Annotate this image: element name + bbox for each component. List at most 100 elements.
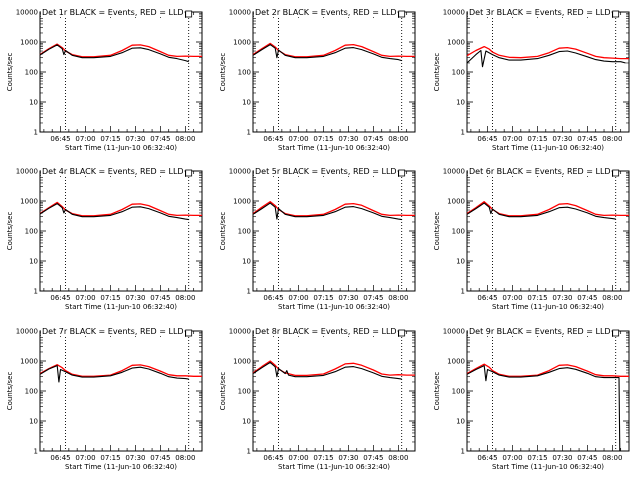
y-tick-label: 10000 bbox=[229, 328, 251, 336]
series-line-lld bbox=[39, 364, 202, 377]
x-tick-label: 06:45 bbox=[477, 135, 497, 143]
chart-title-background bbox=[468, 167, 612, 176]
y-tick-label: 1000 bbox=[20, 39, 38, 47]
y-tick-label: 10 bbox=[242, 418, 251, 426]
chart-panel-2: 1 10 100 1000 10000 06:45 07:00 07:15 07:30 07:45… bbox=[219, 8, 416, 152]
y-axis-label: Counts/sec bbox=[219, 212, 227, 251]
x-tick-label: 07:30 bbox=[552, 135, 572, 143]
chart-title: Det 9r BLACK = Events, RED = LLD bbox=[469, 327, 611, 336]
chart-panel-4: 1 10 100 1000 10000 06:45 07:00 07:15 07:30 07:45… bbox=[6, 167, 203, 311]
y-tick-label: 10000 bbox=[229, 168, 251, 176]
chart-title-background bbox=[41, 327, 185, 336]
plot-frame bbox=[39, 170, 203, 292]
y-tick-label: 1000 bbox=[233, 198, 251, 206]
y-tick-label: 10000 bbox=[16, 168, 38, 176]
x-tick-label: 08:00 bbox=[175, 454, 195, 462]
y-tick-label: 10 bbox=[456, 99, 465, 107]
x-tick-label: 07:00 bbox=[502, 135, 522, 143]
plot-frame bbox=[252, 11, 416, 133]
x-tick-label: 06:45 bbox=[477, 454, 497, 462]
x-tick-label: 06:45 bbox=[50, 135, 70, 143]
x-tick-label: 07:15 bbox=[100, 294, 120, 302]
x-axis-label: Start Time (11-Jun-10 06:32:40) bbox=[278, 463, 390, 471]
y-tick-label: 10 bbox=[242, 258, 251, 266]
square-marker bbox=[398, 10, 406, 18]
x-tick-label: 07:15 bbox=[527, 454, 547, 462]
y-axis-label: Counts/sec bbox=[433, 212, 441, 251]
chart-title-background bbox=[41, 167, 185, 176]
series-line-events bbox=[39, 203, 189, 221]
y-tick-label: 1 bbox=[247, 129, 251, 137]
chart-panel-6: 1 10 100 1000 10000 06:45 07:00 07:15 07:30 07:45… bbox=[433, 167, 630, 311]
square-marker bbox=[185, 169, 193, 177]
x-tick-label: 08:00 bbox=[388, 294, 408, 302]
y-tick-label: 1000 bbox=[447, 39, 465, 47]
series-line-events bbox=[252, 44, 402, 62]
square-marker bbox=[612, 10, 620, 18]
y-tick-label: 100 bbox=[452, 69, 465, 77]
chart-panel-1: 1 10 100 1000 10000 06:45 07:00 07:15 07:30 07:45… bbox=[6, 8, 203, 152]
y-tick-label: 100 bbox=[238, 228, 251, 236]
square-marker bbox=[398, 169, 406, 177]
x-axis-label: Start Time (11-Jun-10 06:32:40) bbox=[278, 303, 390, 311]
plot-frame bbox=[466, 11, 630, 133]
chart-title: Det 8r BLACK = Events, RED = LLD bbox=[255, 327, 397, 336]
x-tick-label: 07:30 bbox=[338, 135, 358, 143]
series-line-lld bbox=[252, 42, 415, 58]
y-tick-label: 1 bbox=[247, 288, 251, 296]
x-tick-label: 07:30 bbox=[552, 294, 572, 302]
chart-title-background bbox=[468, 327, 612, 336]
x-tick-label: 07:45 bbox=[363, 135, 383, 143]
y-axis-label: Counts/sec bbox=[433, 372, 441, 411]
x-tick-label: 07:00 bbox=[288, 135, 308, 143]
y-axis-label: Counts/sec bbox=[6, 372, 14, 411]
plot-frame bbox=[466, 170, 630, 292]
y-tick-label: 100 bbox=[25, 69, 38, 77]
y-tick-label: 1 bbox=[461, 448, 465, 456]
square-marker bbox=[185, 10, 193, 18]
y-tick-label: 10000 bbox=[443, 328, 465, 336]
y-tick-label: 1 bbox=[34, 288, 38, 296]
y-tick-label: 10000 bbox=[443, 168, 465, 176]
x-tick-label: 07:00 bbox=[502, 454, 522, 462]
chart-title: Det 7r BLACK = Events, RED = LLD bbox=[42, 327, 184, 336]
y-axis-label: Counts/sec bbox=[219, 53, 227, 92]
y-tick-label: 10 bbox=[29, 418, 38, 426]
y-tick-label: 1000 bbox=[20, 198, 38, 206]
y-tick-label: 1 bbox=[247, 448, 251, 456]
x-tick-label: 07:30 bbox=[125, 294, 145, 302]
y-tick-label: 100 bbox=[25, 388, 38, 396]
x-tick-label: 06:45 bbox=[477, 294, 497, 302]
x-tick-label: 07:00 bbox=[288, 294, 308, 302]
plot-frame bbox=[39, 11, 203, 133]
x-tick-label: 07:30 bbox=[125, 135, 145, 143]
x-tick-label: 07:45 bbox=[577, 135, 597, 143]
series-line-events bbox=[466, 49, 626, 68]
series-line-lld bbox=[252, 201, 415, 217]
x-tick-label: 07:30 bbox=[125, 454, 145, 462]
chart-panel-7: 1 10 100 1000 10000 06:45 07:00 07:15 07:30 07:45… bbox=[6, 327, 203, 471]
plot-frame bbox=[39, 330, 203, 452]
series-line-lld bbox=[39, 43, 202, 58]
x-tick-label: 07:45 bbox=[150, 294, 170, 302]
chart-title: Det 4r BLACK = Events, RED = LLD bbox=[42, 167, 184, 176]
series-line-lld bbox=[39, 201, 202, 217]
chart-title-background bbox=[468, 8, 612, 17]
series-line-events bbox=[39, 44, 189, 63]
chart-title: Det 3r BLACK = Events, RED = LLD bbox=[469, 8, 611, 17]
x-tick-label: 07:30 bbox=[338, 294, 358, 302]
x-tick-label: 07:15 bbox=[313, 454, 333, 462]
x-tick-label: 08:00 bbox=[388, 135, 408, 143]
chart-title: Det 6r BLACK = Events, RED = LLD bbox=[469, 167, 611, 176]
x-tick-label: 08:00 bbox=[388, 454, 408, 462]
x-axis-label: Start Time (11-Jun-10 06:32:40) bbox=[492, 144, 604, 152]
y-axis-label: Counts/sec bbox=[219, 372, 227, 411]
y-tick-label: 10000 bbox=[443, 9, 465, 17]
x-axis-label: Start Time (11-Jun-10 06:32:40) bbox=[65, 144, 177, 152]
series-line-events bbox=[39, 365, 189, 383]
y-tick-label: 100 bbox=[452, 388, 465, 396]
x-tick-label: 07:30 bbox=[552, 454, 572, 462]
x-axis-label: Start Time (11-Jun-10 06:32:40) bbox=[65, 463, 177, 471]
x-tick-label: 07:45 bbox=[577, 294, 597, 302]
